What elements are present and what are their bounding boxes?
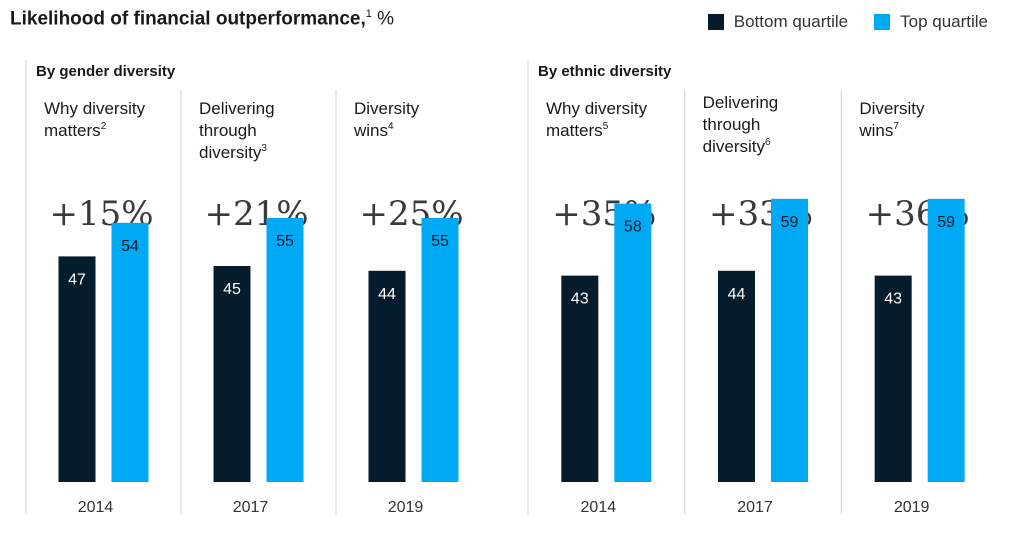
panel-year: 2014 — [78, 499, 114, 516]
panel-label-line: Diversity — [859, 99, 925, 118]
bar-bottom-quartile — [213, 266, 251, 482]
title-footnote: 1 — [365, 8, 372, 20]
panel-year: 2014 — [581, 499, 617, 516]
panel-year: 2017 — [233, 499, 269, 516]
bar-top-value: 59 — [781, 214, 799, 231]
legend-label-top: Top quartile — [900, 12, 988, 31]
panel-label-line: matters5 — [546, 121, 609, 140]
panel-label-line: diversity3 — [199, 143, 267, 162]
bar-top-quartile — [771, 198, 808, 483]
panel-year: 2019 — [894, 499, 930, 516]
legend-item-top: Top quartile — [874, 12, 988, 32]
panel-label-line: diversity6 — [703, 137, 771, 156]
legend-label-bottom: Bottom quartile — [733, 12, 849, 31]
bar-bottom-quartile — [718, 270, 755, 482]
panel-label-footnote: 3 — [261, 143, 267, 154]
panel-label-line: through — [199, 121, 257, 140]
panel-label-line: wins7 — [858, 121, 899, 140]
panel-label-line: Delivering — [703, 93, 779, 112]
legend-item-bottom: Bottom quartile — [707, 12, 849, 32]
legend-swatch-top — [874, 14, 891, 30]
bar-bottom-quartile — [561, 275, 599, 482]
chart-title: Likelihood of financial outperformance,1… — [10, 8, 394, 30]
bar-top-value: 55 — [276, 233, 294, 250]
legend: Bottom quartile Top quartile — [682, 12, 988, 32]
bar-bottom-value: 43 — [571, 291, 589, 308]
panel-label-line: wins4 — [353, 121, 394, 140]
panel-year: 2019 — [388, 499, 424, 516]
bar-bottom-value: 47 — [68, 271, 86, 288]
bar-top-value: 54 — [121, 238, 139, 255]
title-text: Likelihood of financial outperformance, — [10, 8, 366, 30]
panel-label-line: Why diversity — [546, 99, 648, 118]
panel-label-line: matters2 — [44, 121, 107, 140]
bar-top-value: 58 — [624, 219, 642, 236]
bar-bottom-value: 43 — [884, 291, 902, 308]
bar-top-quartile — [927, 198, 965, 483]
bar-bottom-value: 44 — [378, 286, 396, 303]
bar-top-quartile — [614, 203, 652, 482]
bar-top-quartile — [421, 218, 459, 482]
panel-label-footnote: 5 — [603, 121, 609, 132]
bar-bottom-value: 44 — [728, 286, 746, 303]
panel-label-footnote: 7 — [893, 121, 899, 132]
panel-label-footnote: 4 — [388, 121, 394, 132]
panel-label-footnote: 6 — [765, 137, 771, 148]
panel-year: 2017 — [737, 499, 773, 516]
bar-bottom-quartile — [368, 270, 406, 482]
bar-top-quartile — [111, 222, 149, 483]
legend-swatch-bottom — [707, 14, 724, 30]
panel-label-line: Why diversity — [44, 99, 146, 118]
bar-bottom-value: 45 — [223, 281, 241, 298]
group-title: By gender diversity — [36, 63, 176, 80]
panel-label-footnote: 2 — [101, 121, 107, 132]
title-unit: % — [371, 8, 395, 30]
panel-label-line: Delivering — [199, 99, 275, 118]
bar-bottom-quartile — [58, 256, 96, 482]
group-title: By ethnic diversity — [538, 63, 672, 80]
bar-top-value: 59 — [937, 214, 955, 231]
panel-label-line: through — [703, 115, 761, 134]
bar-top-quartile — [266, 218, 304, 482]
bar-top-value: 55 — [431, 233, 449, 250]
panel-label-line: Diversity — [354, 99, 420, 118]
bar-bottom-quartile — [874, 275, 912, 482]
